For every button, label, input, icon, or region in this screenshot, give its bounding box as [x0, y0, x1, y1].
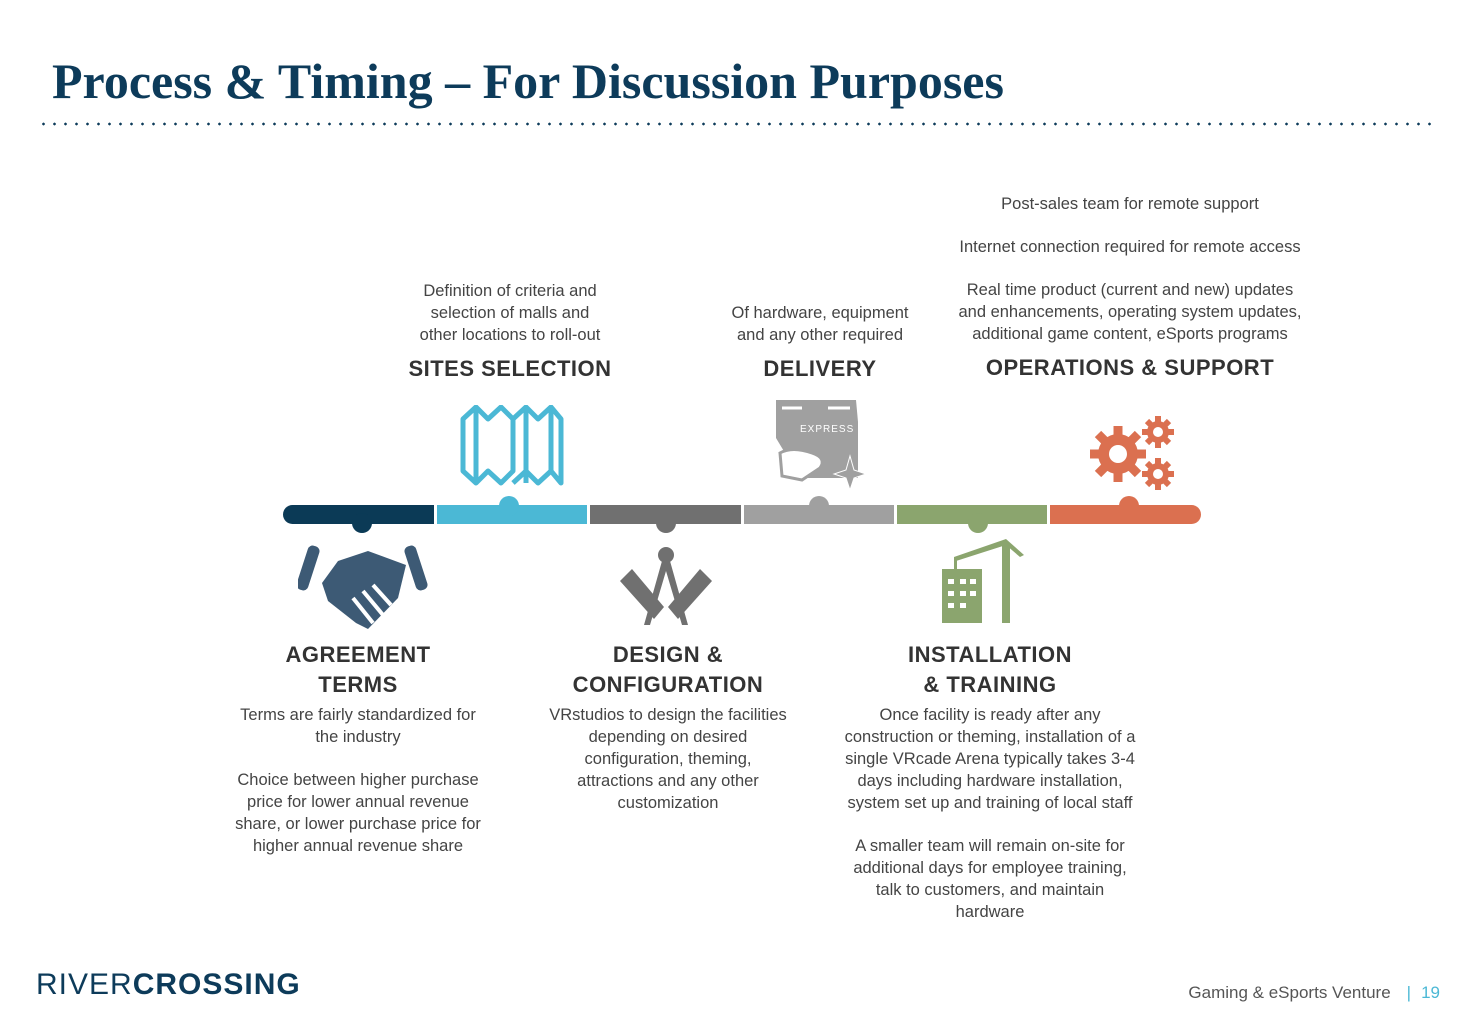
footer-text: Gaming & eSports Venture — [1188, 983, 1391, 1002]
page-title: Process & Timing – For Discussion Purpos… — [52, 53, 1004, 109]
step-title: AGREEMENT — [285, 642, 431, 667]
step-description: Real time product (current and new) upda… — [966, 281, 1294, 299]
step-description: customization — [617, 794, 719, 812]
footer-separator: | — [1406, 983, 1412, 1002]
step-title: DESIGN & — [612, 642, 724, 667]
step-description: Choice between higher purchase — [237, 771, 479, 789]
express-label: EXPRESS — [800, 424, 855, 435]
step-description: Internet connection required for remote … — [959, 238, 1301, 256]
step-description: A smaller team will remain on-site for — [855, 837, 1125, 855]
step-description: talk to customers, and maintain — [875, 881, 1105, 899]
step-description: construction or theming, installation of… — [844, 728, 1136, 746]
dotted-divider — [38, 122, 1438, 126]
gears-icon — [1090, 416, 1174, 490]
step-description: Of hardware, equipment — [731, 304, 909, 322]
step-sites-selection: Definition of criteria and selection of … — [408, 280, 611, 384]
timeline-marker — [656, 513, 676, 533]
timeline-marker — [968, 513, 988, 533]
step-title: SITES SELECTION — [408, 356, 612, 381]
step-description: selection of malls and — [430, 304, 590, 322]
step-title: CONFIGURATION — [572, 672, 764, 697]
step-description: price for lower annual revenue — [247, 793, 469, 811]
step-title: INSTALLATION — [907, 642, 1073, 667]
step-title: TERMS — [318, 672, 398, 697]
compass-ruler-icon — [620, 547, 712, 625]
step-operations-support: Post-sales team for remote support Inter… — [958, 193, 1301, 383]
crane-building-icon — [942, 539, 1024, 623]
rivercrossing-logo: RIVERCROSSING — [36, 968, 301, 1002]
timeline-marker — [1119, 496, 1139, 516]
step-description: attractions and any other — [577, 772, 759, 790]
map-icon — [460, 405, 564, 486]
step-installation-training: INSTALLATION & TRAINING Once facility is… — [845, 640, 1136, 923]
step-description: additional game content, eSports program… — [972, 325, 1288, 343]
handshake-icon — [298, 545, 428, 629]
step-description: higher annual revenue share — [252, 837, 464, 855]
timeline-marker — [809, 496, 829, 516]
step-description: system set up and training of local staf… — [847, 794, 1133, 812]
step-description: Once facility is ready after any — [879, 706, 1101, 724]
step-description: VRstudios to design the facilities — [549, 706, 787, 724]
logo-text-light: RIVER — [36, 968, 133, 1001]
step-title: OPERATIONS & SUPPORT — [985, 355, 1275, 380]
footer: Gaming & eSports Venture | 19 — [1188, 983, 1440, 1003]
step-description: Post-sales team for remote support — [1001, 195, 1259, 213]
express-box-icon: EXPRESS — [772, 398, 868, 492]
step-title: DELIVERY — [763, 356, 877, 381]
step-description: hardware — [955, 903, 1025, 921]
step-description: and any other required — [736, 326, 904, 344]
step-description: Definition of criteria and — [423, 282, 597, 300]
step-description: single VRcade Arena typically takes 3-4 — [845, 750, 1135, 768]
step-description: and enhancements, operating system updat… — [958, 303, 1302, 321]
step-description: additional days for employee training, — [853, 859, 1127, 877]
step-description: configuration, theming, — [584, 750, 752, 768]
step-description: days including hardware installation, — [857, 772, 1123, 790]
timeline-marker — [499, 496, 519, 516]
step-delivery: Of hardware, equipment and any other req… — [731, 302, 908, 384]
step-description: other locations to roll-out — [419, 326, 601, 344]
step-title: & TRAINING — [923, 672, 1057, 697]
logo-text-bold: CROSSING — [132, 968, 301, 1001]
step-description: depending on desired — [588, 728, 748, 746]
step-description: Terms are fairly standardized for — [240, 706, 476, 724]
step-design-configuration: DESIGN & CONFIGURATION VRstudios to desi… — [549, 640, 787, 814]
step-agreement-terms: AGREEMENT TERMS Terms are fairly standar… — [235, 640, 481, 857]
page-number: 19 — [1421, 983, 1440, 1002]
timeline-marker — [352, 513, 372, 533]
step-description: the industry — [315, 728, 401, 746]
step-description: share, or lower purchase price for — [235, 815, 481, 833]
